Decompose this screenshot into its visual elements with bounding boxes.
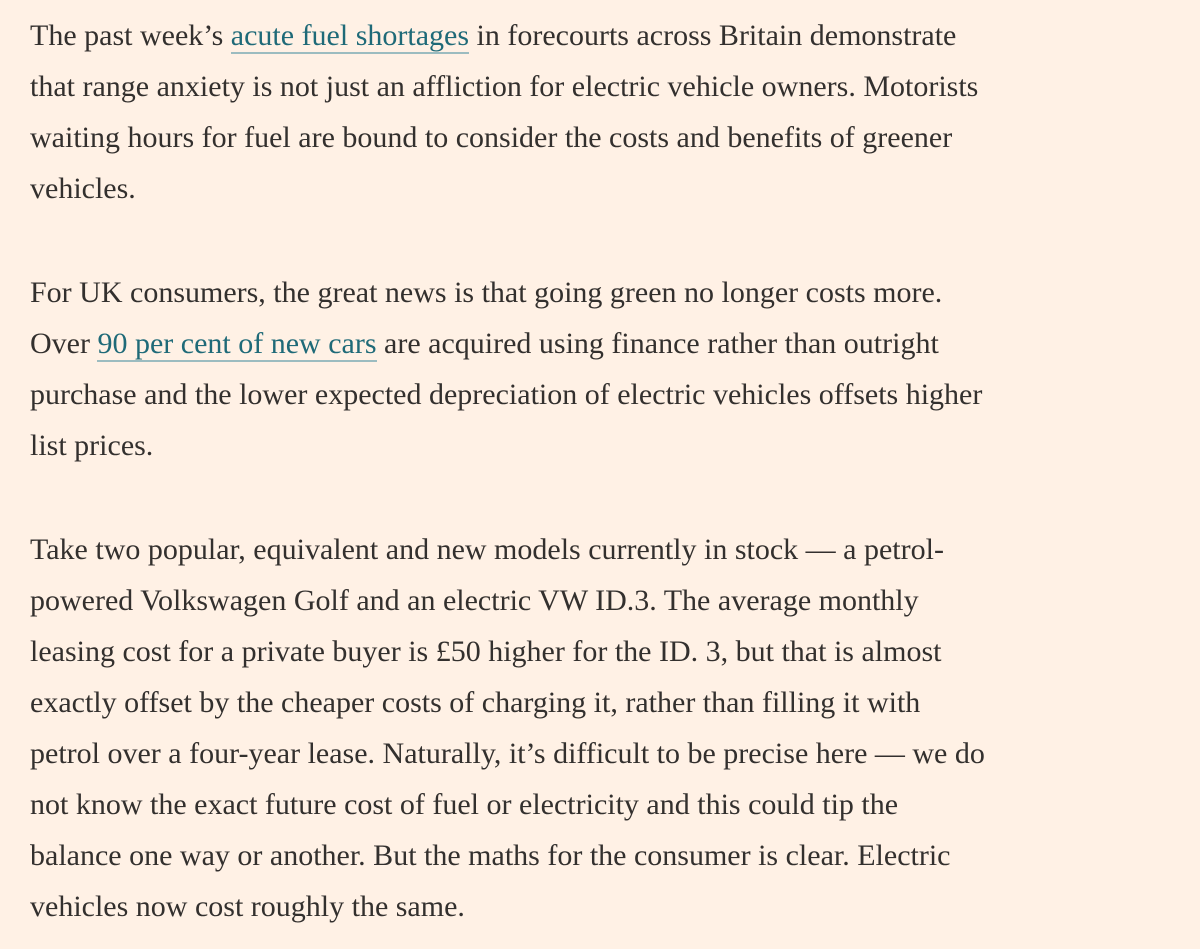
text-run: balance one way or another. But the math… <box>30 839 951 872</box>
text-line: vehicles now cost roughly the same. <box>30 881 1200 932</box>
text-line: petrol over a four-year lease. Naturally… <box>30 728 1200 779</box>
inline-link[interactable]: acute fuel shortages <box>230 19 470 54</box>
text-line: exactly offset by the cheaper costs of c… <box>30 677 1200 728</box>
text-line: Take two popular, equivalent and new mod… <box>30 524 1200 575</box>
text-run: in forecourts across Britain demonstrate <box>469 19 957 52</box>
text-run: leasing cost for a private buyer is £50 … <box>30 635 942 668</box>
text-run: are acquired using finance rather than o… <box>376 327 939 360</box>
text-run: The past week’s <box>30 19 231 52</box>
text-run: Take two popular, equivalent and new mod… <box>30 533 944 566</box>
text-line: powered Volkswagen Golf and an electric … <box>30 575 1200 626</box>
text-run: not know the exact future cost of fuel o… <box>30 788 899 821</box>
text-run: vehicles now cost roughly the same. <box>30 890 465 923</box>
text-run: powered Volkswagen Golf and an electric … <box>30 584 919 617</box>
text-run: that range anxiety is not just an afflic… <box>30 70 979 103</box>
inline-link[interactable]: 90 per cent of new cars <box>97 327 377 362</box>
text-run: waiting hours for fuel are bound to cons… <box>30 121 953 154</box>
paragraph: For UK consumers, the great news is that… <box>30 267 1200 471</box>
text-line: not know the exact future cost of fuel o… <box>30 779 1200 830</box>
text-run: Over <box>30 327 98 360</box>
text-line: leasing cost for a private buyer is £50 … <box>30 626 1200 677</box>
text-run: purchase and the lower expected deprecia… <box>30 378 983 411</box>
text-line: For UK consumers, the great news is that… <box>30 267 1200 318</box>
text-run: vehicles. <box>30 172 136 205</box>
text-run: For UK consumers, the great news is that… <box>30 276 943 309</box>
text-line: balance one way or another. But the math… <box>30 830 1200 881</box>
text-line: waiting hours for fuel are bound to cons… <box>30 112 1200 163</box>
text-line: purchase and the lower expected deprecia… <box>30 369 1200 420</box>
text-line: The past week’s acute fuel shortages in … <box>30 10 1200 61</box>
text-line: that range anxiety is not just an afflic… <box>30 61 1200 112</box>
paragraph: Take two popular, equivalent and new mod… <box>30 524 1200 932</box>
text-line: Over 90 per cent of new cars are acquire… <box>30 318 1200 369</box>
paragraph: The past week’s acute fuel shortages in … <box>30 10 1200 214</box>
text-run: petrol over a four-year lease. Naturally… <box>30 737 985 770</box>
text-line: vehicles. <box>30 163 1200 214</box>
text-run: list prices. <box>30 429 154 462</box>
text-run: exactly offset by the cheaper costs of c… <box>30 686 921 719</box>
text-line: list prices. <box>30 420 1200 471</box>
